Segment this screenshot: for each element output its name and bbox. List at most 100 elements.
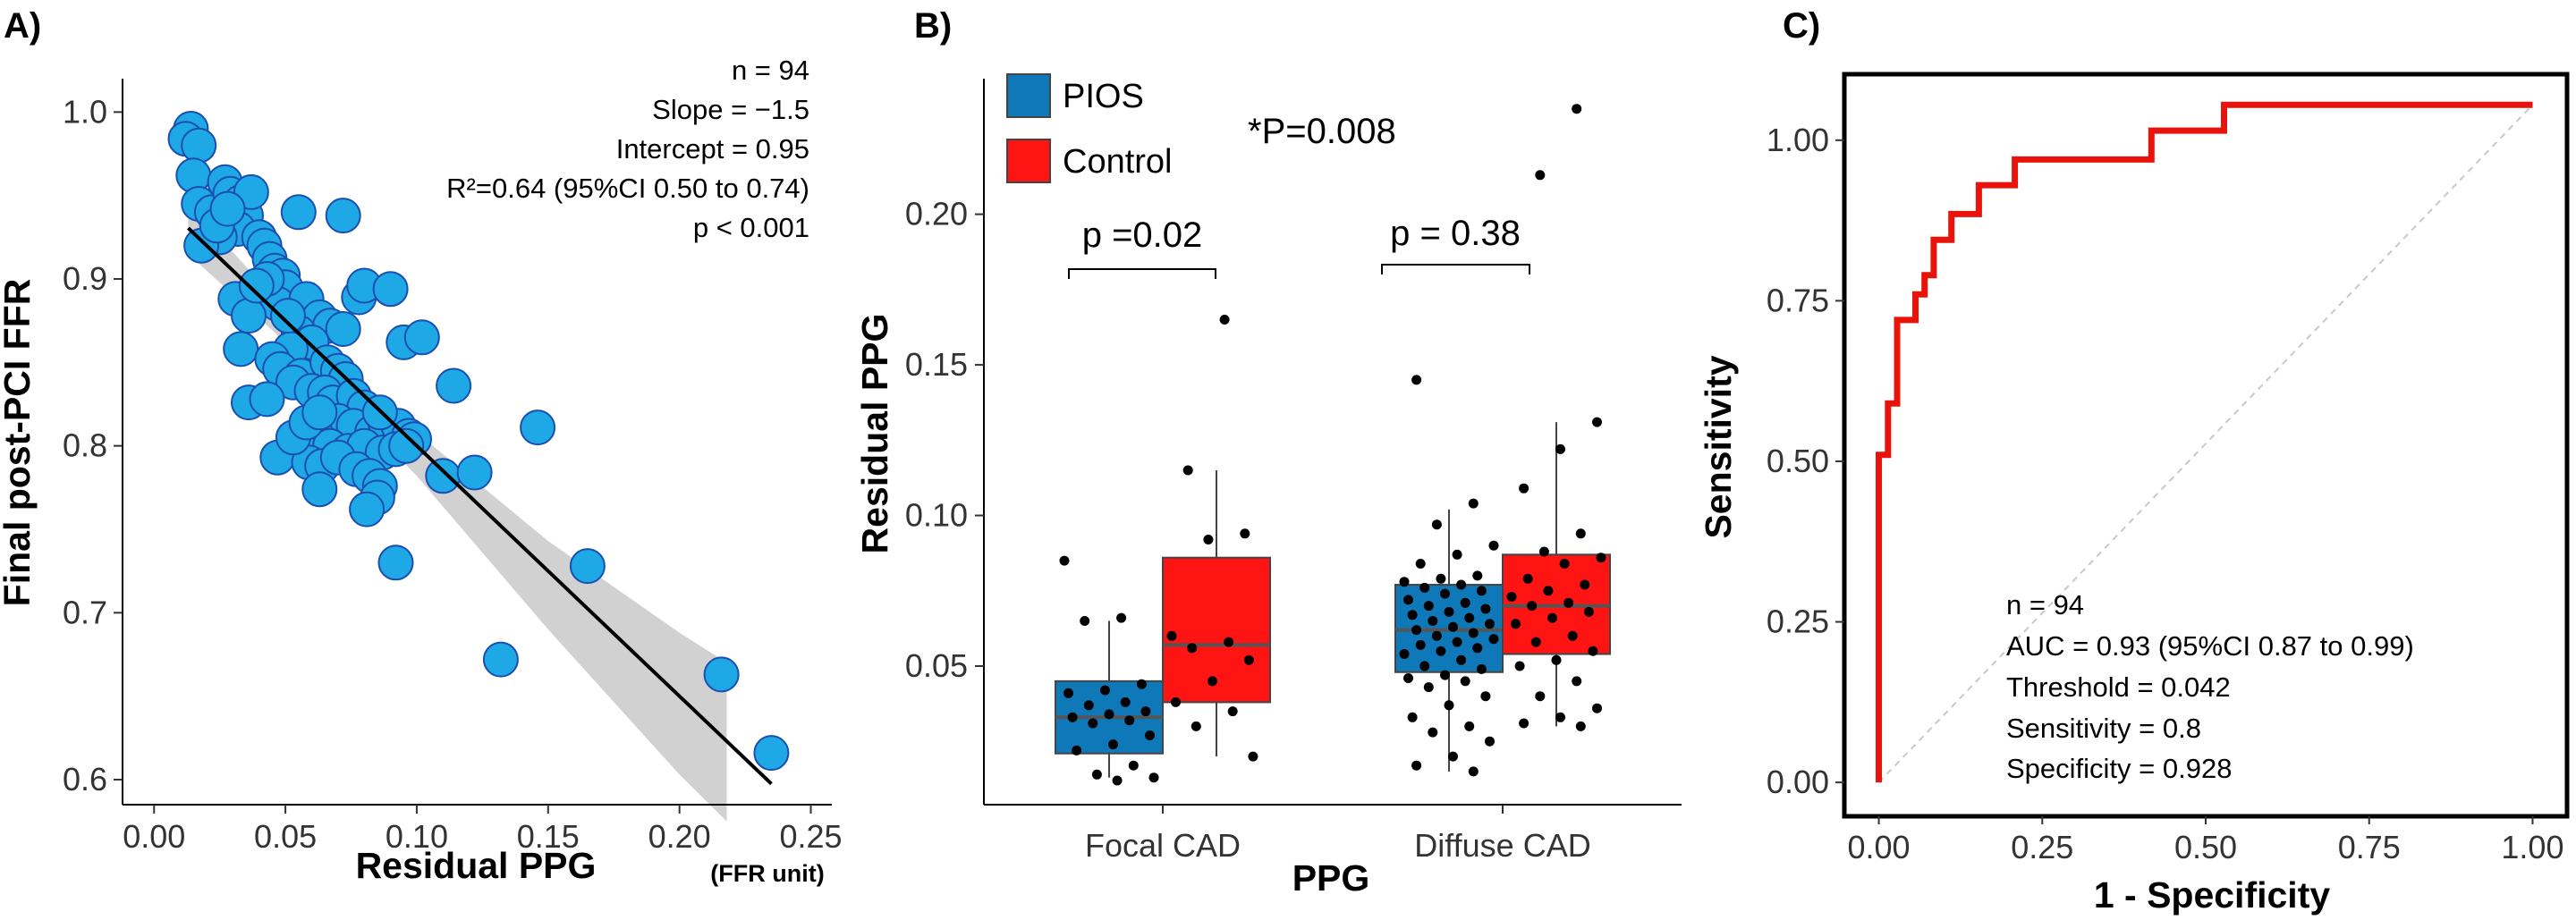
jitter-point bbox=[1468, 766, 1479, 777]
jitter-point bbox=[1456, 654, 1467, 665]
jitter-point bbox=[1436, 573, 1446, 584]
jitter-point bbox=[1067, 712, 1078, 722]
scatter-point bbox=[703, 656, 740, 693]
panel-c-annotations: n = 94 AUC = 0.93 (95%CI 0.87 to 0.99) T… bbox=[2006, 589, 2414, 784]
y-tick-label: 0.20 bbox=[905, 196, 968, 232]
jitter-point bbox=[1551, 654, 1562, 665]
jitter-point bbox=[1415, 639, 1426, 650]
bracket-diffuse bbox=[1381, 264, 1530, 274]
jitter-point bbox=[1059, 555, 1070, 566]
jitter-point bbox=[1399, 577, 1410, 587]
jitter-point bbox=[1452, 549, 1462, 560]
jitter-point bbox=[1460, 597, 1470, 608]
jitter-point bbox=[1100, 685, 1110, 696]
jitter-point bbox=[1411, 625, 1422, 636]
y-tick-label: 0.7 bbox=[63, 594, 107, 630]
jitter-point bbox=[1519, 483, 1530, 494]
scatter-point bbox=[181, 127, 217, 164]
jitter-point bbox=[1083, 700, 1094, 711]
jitter-point bbox=[1191, 721, 1201, 731]
y-tick-label: 0.25 bbox=[1767, 603, 1829, 640]
box-control-focal bbox=[1162, 470, 1271, 757]
jitter-point bbox=[1555, 712, 1565, 722]
scatter-point bbox=[520, 409, 556, 446]
scatter-point bbox=[377, 544, 414, 581]
panel-b-y-ticks: 0.05 0.10 0.15 0.20 bbox=[905, 196, 984, 684]
jitter-point bbox=[1485, 619, 1495, 629]
scatter-point bbox=[301, 394, 338, 431]
x-tick-label: 0.75 bbox=[2338, 829, 2401, 865]
jitter-point bbox=[1145, 730, 1155, 740]
x-tick-label: 0.00 bbox=[123, 818, 185, 855]
jitter-point bbox=[1522, 573, 1533, 584]
jitter-point bbox=[1171, 696, 1181, 707]
jitter-point bbox=[1423, 601, 1434, 612]
panel-a-regression-group bbox=[187, 226, 773, 786]
scatter-point bbox=[280, 194, 317, 231]
panel-a-label: A) bbox=[4, 6, 41, 46]
panel-c-annotation-specificity: Specificity = 0.928 bbox=[2006, 753, 2232, 784]
y-tick-label: 1.0 bbox=[63, 93, 107, 130]
x-tick-label: 1.00 bbox=[2501, 829, 2563, 865]
jitter-point bbox=[1596, 553, 1606, 563]
jitter-point bbox=[1530, 637, 1541, 647]
jitter-point bbox=[1072, 745, 1082, 755]
panel-c-x-ticks: 0.00 0.25 0.50 0.75 1.00 bbox=[1848, 816, 2563, 865]
jitter-point bbox=[1440, 670, 1450, 680]
jitter-point bbox=[1583, 606, 1594, 617]
jitter-point bbox=[1080, 616, 1090, 626]
bracket-diffuse-label: p = 0.38 bbox=[1390, 214, 1521, 253]
x-tick-label: 0.05 bbox=[254, 818, 317, 855]
scatter-point bbox=[349, 491, 386, 528]
scatter-point bbox=[482, 641, 519, 678]
scatter-point bbox=[403, 319, 440, 356]
jitter-point bbox=[1575, 528, 1586, 539]
jitter-point bbox=[1572, 104, 1582, 114]
jitter-point bbox=[1428, 727, 1438, 738]
panel-b-x-ticks: Focal CAD Diffuse CAD bbox=[1085, 805, 1591, 864]
x-tick-label: 0.00 bbox=[1848, 829, 1911, 865]
jitter-point bbox=[1563, 597, 1574, 608]
jitter-point bbox=[1436, 646, 1446, 656]
panel-a-annotation-slope: Slope = −1.5 bbox=[652, 94, 809, 125]
box-body bbox=[1162, 556, 1271, 704]
x-tick-label: 0.25 bbox=[779, 818, 842, 855]
legend-swatch-pios bbox=[1006, 73, 1051, 118]
jitter-point bbox=[1480, 691, 1491, 702]
x-tick-label: 0.50 bbox=[2174, 829, 2237, 865]
y-tick-label: 0.00 bbox=[1767, 764, 1829, 800]
jitter-point bbox=[1592, 703, 1602, 713]
panel-c-y-title: Sensitivity bbox=[1698, 355, 1739, 538]
jitter-point bbox=[1128, 760, 1139, 771]
jitter-point bbox=[1567, 630, 1578, 641]
jitter-point bbox=[1419, 661, 1430, 671]
box-control-diffuse bbox=[1502, 422, 1611, 727]
panel-a-annotation-p: p < 0.001 bbox=[693, 212, 809, 243]
panel-b-y-title: Residual PPG bbox=[854, 314, 895, 554]
roc-curve bbox=[1876, 101, 2533, 783]
jitter-point bbox=[1460, 676, 1470, 687]
jitter-point bbox=[1480, 603, 1491, 614]
jitter-point bbox=[1580, 579, 1590, 590]
panel-c-label: C) bbox=[1783, 6, 1820, 46]
regression-line bbox=[187, 226, 773, 786]
scatter-point bbox=[372, 271, 409, 308]
jitter-point bbox=[1411, 375, 1422, 385]
panel-a-annotation-n: n = 94 bbox=[732, 55, 809, 86]
jitter-point bbox=[1208, 676, 1217, 687]
jitter-point bbox=[1091, 769, 1102, 780]
legend-swatch-control bbox=[1006, 139, 1051, 183]
x-tick-label: Focal CAD bbox=[1085, 827, 1241, 864]
scatter-point bbox=[325, 198, 361, 234]
panel-b-legend: PIOS Control bbox=[1006, 73, 1173, 183]
panel-c-y-ticks: 0.00 0.25 0.50 0.75 1.00 bbox=[1767, 122, 1844, 800]
jitter-point bbox=[1476, 663, 1487, 674]
x-tick-label: 0.25 bbox=[2011, 829, 2073, 865]
jitter-point bbox=[1559, 559, 1570, 569]
jitter-point bbox=[1431, 630, 1442, 641]
jitter-point bbox=[1431, 519, 1442, 530]
jitter-point bbox=[1415, 559, 1426, 569]
jitter-point bbox=[1444, 606, 1454, 617]
y-tick-label: 0.75 bbox=[1767, 282, 1829, 318]
x-tick-label: Diffuse CAD bbox=[1414, 827, 1590, 864]
